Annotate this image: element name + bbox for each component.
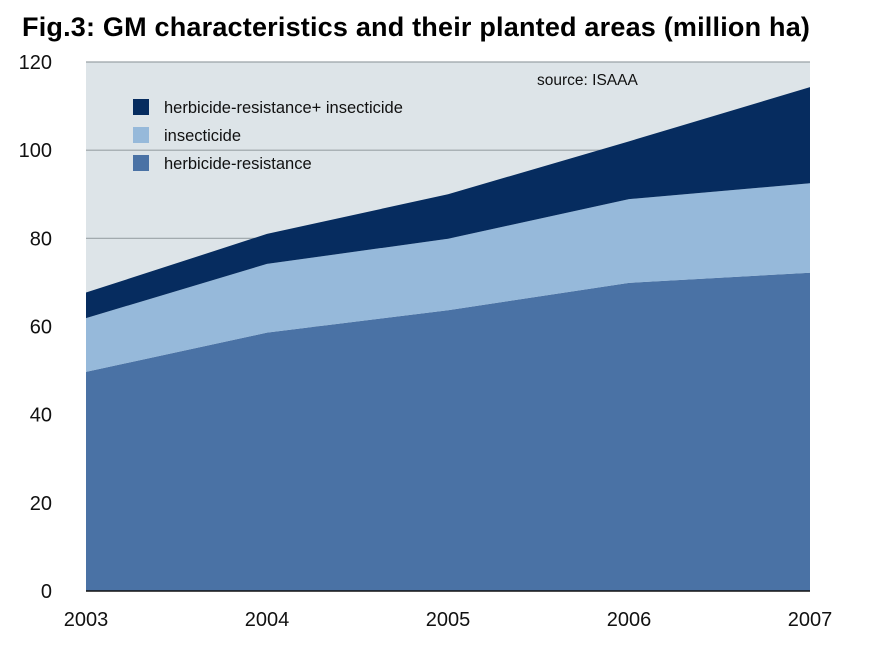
area-herbicide-resistance-insecticide bbox=[86, 87, 810, 319]
legend-label: herbicide-resistance bbox=[164, 155, 312, 173]
y-tick-label: 60 bbox=[30, 317, 52, 339]
y-tick-label: 80 bbox=[30, 228, 52, 250]
x-tick-label: 2005 bbox=[426, 609, 471, 631]
legend-swatch bbox=[133, 127, 149, 143]
legend-label: herbicide-resistance+ insecticide bbox=[164, 99, 403, 117]
x-tick-label: 2004 bbox=[245, 609, 290, 631]
legend-swatch bbox=[133, 155, 149, 171]
y-tick-label: 20 bbox=[30, 493, 52, 515]
legend-label: insecticide bbox=[164, 127, 241, 145]
y-tick-label: 40 bbox=[30, 405, 52, 427]
area-insecticide bbox=[86, 183, 810, 372]
x-tick-label: 2006 bbox=[607, 609, 652, 631]
area-herbicide-resistance bbox=[86, 272, 810, 591]
legend-swatch bbox=[133, 99, 149, 115]
source-note: source: ISAAA bbox=[537, 72, 638, 89]
x-tick-label: 2003 bbox=[64, 609, 109, 631]
chart-title: Fig.3: GM characteristics and their plan… bbox=[22, 12, 811, 42]
y-tick-label: 0 bbox=[41, 581, 52, 603]
y-tick-label: 100 bbox=[19, 140, 52, 162]
y-tick-label: 120 bbox=[19, 52, 52, 74]
x-tick-label: 2007 bbox=[788, 609, 833, 631]
